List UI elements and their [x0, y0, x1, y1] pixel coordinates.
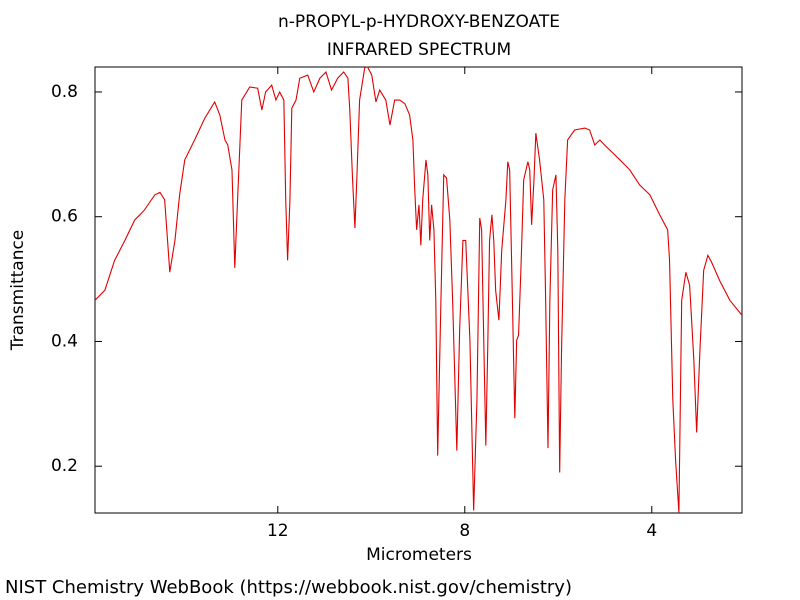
y-tick-label: 0.6 — [51, 207, 78, 227]
plot-frame — [94, 66, 743, 514]
chart-title: n-PROPYL-p-HYDROXY-BENZOATE — [278, 12, 560, 32]
x-tick-label: 12 — [267, 521, 289, 541]
y-tick-label: 0.2 — [51, 456, 78, 476]
y-axis-label: Transmittance — [8, 230, 28, 352]
source-note: NIST Chemistry WebBook (https://webbook.… — [5, 577, 572, 598]
x-tick-label: 4 — [646, 521, 657, 541]
spectrum-line — [94, 66, 743, 513]
y-tick-label: 0.4 — [51, 331, 78, 351]
x-axis-label: Micrometers — [366, 545, 472, 565]
x-tick-label: 8 — [459, 521, 470, 541]
y-tick-label: 0.8 — [51, 82, 78, 102]
chart-subtitle: INFRARED SPECTRUM — [327, 40, 511, 60]
